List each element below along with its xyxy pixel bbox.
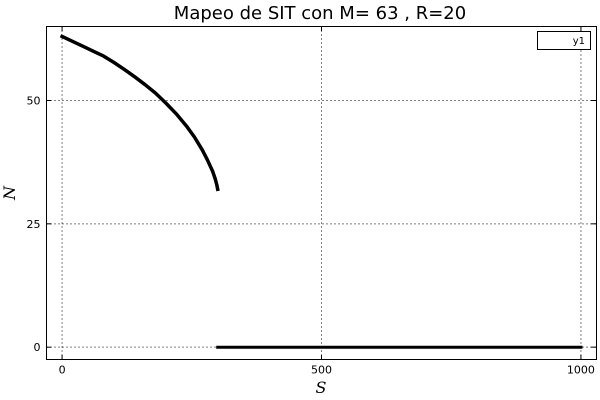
x-tick-label: 0 bbox=[59, 364, 66, 377]
axis-ticks: 0 500 1000 0 25 50 bbox=[27, 26, 597, 377]
x-tick-label: 1000 bbox=[567, 364, 595, 377]
series-y1-curve-points bbox=[59, 34, 220, 192]
y-tick-label: 50 bbox=[27, 95, 41, 108]
data-series-y1 bbox=[59, 34, 583, 349]
y-tick-label: 0 bbox=[34, 341, 41, 354]
x-axis-label: S bbox=[316, 378, 327, 397]
legend-box bbox=[537, 31, 591, 50]
y-tick-label: 25 bbox=[27, 218, 41, 231]
legend: y1 bbox=[537, 31, 591, 50]
y-axis-label: N bbox=[0, 185, 19, 201]
x-tick-label: 500 bbox=[311, 364, 332, 377]
legend-entry-y1: y1 bbox=[573, 36, 585, 47]
chart-title: Mapeo de SIT con M= 63 , R=20 bbox=[174, 3, 466, 24]
